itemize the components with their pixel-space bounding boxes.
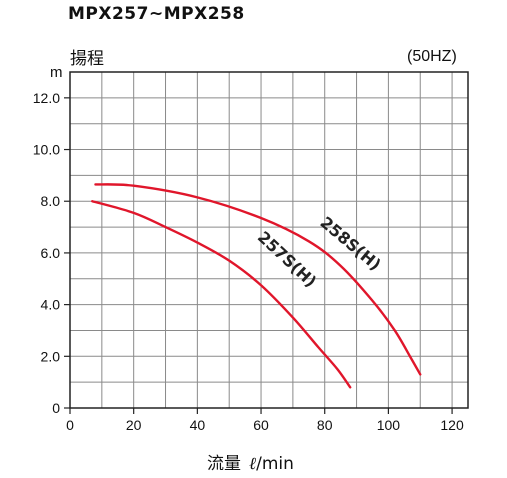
x-unit-symbol: ℓ (249, 454, 257, 474)
x-tick-label: 40 (190, 417, 206, 433)
x-tick-label: 0 (66, 417, 74, 433)
x-tick-label: 60 (253, 417, 269, 433)
y-tick-label: 10.0 (33, 142, 60, 158)
series-line-257sh (91, 200, 352, 389)
x-tick-label: 120 (440, 417, 464, 433)
series-line-258sh (94, 183, 422, 376)
x-tick-label: 20 (126, 417, 142, 433)
y-unit-label: m (50, 64, 63, 81)
x-tick-label: 100 (377, 417, 401, 433)
y-axis-title: 揚程 (70, 49, 104, 69)
frequency-label: (50HZ) (407, 48, 457, 65)
y-tick-label: 0 (52, 400, 60, 416)
y-tick-label: 8.0 (41, 193, 61, 209)
plot-frame (69, 71, 469, 409)
x-axis-title: 流量 ℓ/min (207, 449, 294, 474)
x-unit-rest: /min (256, 454, 294, 474)
chart-title: MPX257~MPX258 (68, 4, 245, 24)
y-tick-label: 2.0 (41, 348, 61, 364)
series-label: 257S(H) (254, 227, 320, 291)
series-label: 258S(H) (317, 213, 385, 274)
x-axis-title-text: 流量 (207, 454, 241, 474)
x-tick-label: 80 (317, 417, 333, 433)
y-tick-label: 6.0 (41, 245, 61, 261)
y-tick-label: 12.0 (33, 90, 60, 106)
y-tick-label: 4.0 (41, 297, 61, 313)
